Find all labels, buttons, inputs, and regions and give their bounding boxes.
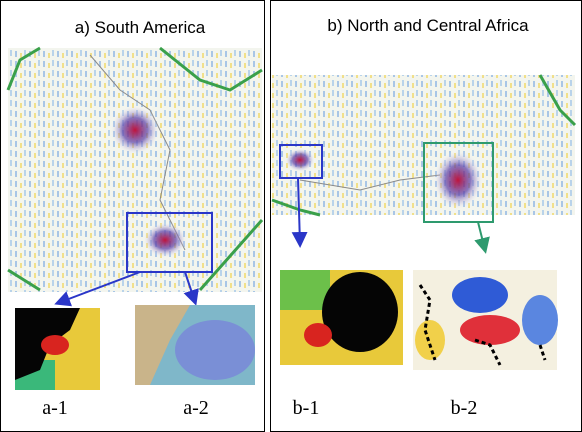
panel-title: b) North and Central Africa <box>327 16 529 35</box>
anomaly <box>143 222 187 258</box>
inset-label: b-2 <box>451 397 478 419</box>
anomaly <box>285 148 315 172</box>
inset-image <box>280 270 403 365</box>
figure: a) South America a-1 a-2 b) North and Ce… <box>0 0 582 432</box>
inset-label: a-1 <box>42 397 68 419</box>
inset-image <box>135 305 255 385</box>
inset-label: b-1 <box>293 397 320 419</box>
inset-label: a-2 <box>183 397 209 419</box>
panel-title: a) South America <box>75 18 206 37</box>
inset-image <box>413 270 558 370</box>
anomaly <box>433 150 483 210</box>
inset-image <box>15 308 100 390</box>
anomaly <box>110 105 160 155</box>
arrow <box>478 222 485 250</box>
map <box>8 48 262 292</box>
